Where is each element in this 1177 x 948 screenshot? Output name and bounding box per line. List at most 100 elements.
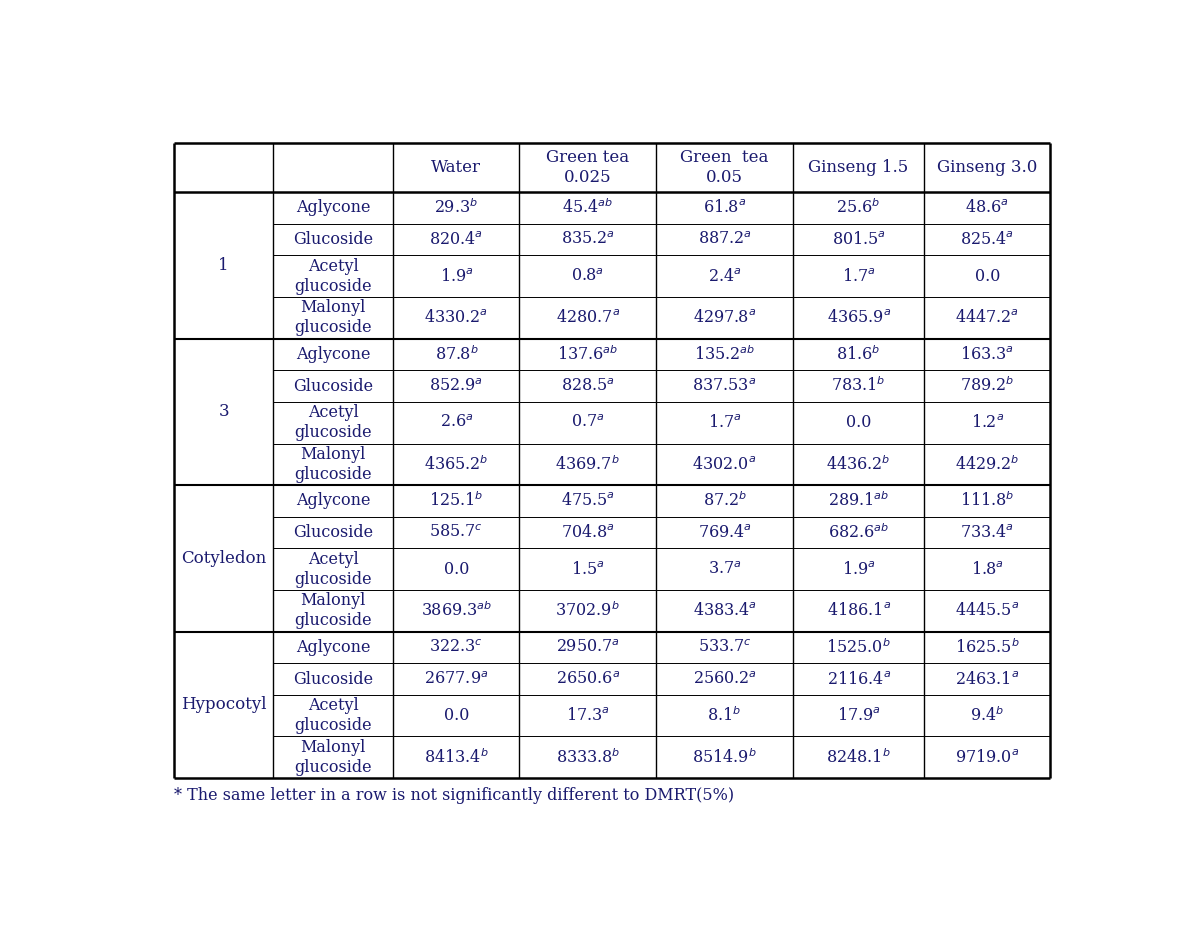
Text: 801.5$^{a}$: 801.5$^{a}$	[832, 231, 885, 248]
Text: 835.2$^{a}$: 835.2$^{a}$	[561, 231, 614, 248]
Text: 783.1$^{b}$: 783.1$^{b}$	[831, 376, 886, 395]
Text: 1.7$^{a}$: 1.7$^{a}$	[707, 414, 742, 431]
Text: Glucoside: Glucoside	[293, 524, 373, 541]
Text: Malonyl
glucoside: Malonyl glucoside	[294, 592, 372, 629]
Text: 137.6$^{ab}$: 137.6$^{ab}$	[557, 345, 618, 364]
Text: Ginseng 3.0: Ginseng 3.0	[937, 159, 1037, 176]
Text: 4429.2$^{b}$: 4429.2$^{b}$	[956, 455, 1019, 474]
Text: 475.5$^{a}$: 475.5$^{a}$	[560, 492, 614, 509]
Text: 704.8$^{a}$: 704.8$^{a}$	[561, 524, 614, 541]
Text: 29.3$^{b}$: 29.3$^{b}$	[434, 198, 478, 217]
Text: Green tea
0.025: Green tea 0.025	[546, 149, 630, 186]
Text: 4330.2$^{a}$: 4330.2$^{a}$	[425, 309, 488, 326]
Text: 163.3$^{a}$: 163.3$^{a}$	[960, 346, 1015, 363]
Text: 2116.4$^{a}$: 2116.4$^{a}$	[826, 670, 891, 687]
Text: 8.1$^{b}$: 8.1$^{b}$	[707, 706, 742, 725]
Text: 3: 3	[219, 403, 230, 420]
Text: 81.6$^{b}$: 81.6$^{b}$	[837, 345, 880, 364]
Text: 8248.1$^{b}$: 8248.1$^{b}$	[826, 748, 891, 767]
Text: 820.4$^{a}$: 820.4$^{a}$	[430, 231, 484, 248]
Text: Glucoside: Glucoside	[293, 377, 373, 394]
Text: 322.3$^{c}$: 322.3$^{c}$	[430, 639, 484, 656]
Text: 1: 1	[219, 257, 230, 274]
Text: 2.4$^{a}$: 2.4$^{a}$	[707, 267, 742, 284]
Text: Malonyl
glucoside: Malonyl glucoside	[294, 446, 372, 483]
Text: Cotyledon: Cotyledon	[181, 550, 266, 567]
Text: 3702.9$^{b}$: 3702.9$^{b}$	[556, 601, 620, 620]
Text: Acetyl
glucoside: Acetyl glucoside	[294, 551, 372, 588]
Text: 87.8$^{b}$: 87.8$^{b}$	[434, 345, 478, 364]
Text: 1.9$^{a}$: 1.9$^{a}$	[842, 560, 876, 577]
Text: 48.6$^{a}$: 48.6$^{a}$	[965, 199, 1009, 216]
Text: 852.9$^{a}$: 852.9$^{a}$	[430, 377, 484, 394]
Text: 533.7$^{c}$: 533.7$^{c}$	[698, 639, 751, 656]
Text: 0.0: 0.0	[444, 560, 470, 577]
Text: 1.2$^{a}$: 1.2$^{a}$	[971, 414, 1004, 431]
Text: 17.9$^{a}$: 17.9$^{a}$	[837, 707, 880, 724]
Text: Glucoside: Glucoside	[293, 670, 373, 687]
Text: 0.0: 0.0	[975, 267, 1000, 284]
Text: 135.2$^{ab}$: 135.2$^{ab}$	[694, 345, 754, 364]
Text: 9.4$^{b}$: 9.4$^{b}$	[970, 706, 1004, 725]
Text: 837.53$^{a}$: 837.53$^{a}$	[692, 377, 757, 394]
Text: 4365.9$^{a}$: 4365.9$^{a}$	[826, 309, 891, 326]
Text: 1.9$^{a}$: 1.9$^{a}$	[439, 267, 473, 284]
Text: 0.8$^{a}$: 0.8$^{a}$	[571, 267, 604, 284]
Text: 1.5$^{a}$: 1.5$^{a}$	[571, 560, 605, 577]
Text: 2463.1$^{a}$: 2463.1$^{a}$	[955, 670, 1019, 687]
Text: 2560.2$^{a}$: 2560.2$^{a}$	[692, 670, 757, 687]
Text: 828.5$^{a}$: 828.5$^{a}$	[560, 377, 614, 394]
Text: 45.4$^{ab}$: 45.4$^{ab}$	[563, 198, 613, 217]
Text: 2650.6$^{a}$: 2650.6$^{a}$	[556, 670, 620, 687]
Text: 2677.9$^{a}$: 2677.9$^{a}$	[424, 670, 488, 687]
Text: Hypocotyl: Hypocotyl	[181, 696, 266, 713]
Text: Aglycone: Aglycone	[295, 346, 371, 363]
Text: 3869.3$^{ab}$: 3869.3$^{ab}$	[420, 601, 492, 620]
Text: 3.7$^{a}$: 3.7$^{a}$	[707, 560, 742, 577]
Text: Acetyl
glucoside: Acetyl glucoside	[294, 258, 372, 295]
Text: 4280.7$^{a}$: 4280.7$^{a}$	[556, 309, 620, 326]
Text: 825.4$^{a}$: 825.4$^{a}$	[960, 231, 1015, 248]
Text: Aglycone: Aglycone	[295, 639, 371, 656]
Text: Green  tea
0.05: Green tea 0.05	[680, 149, 769, 186]
Text: 4302.0$^{a}$: 4302.0$^{a}$	[692, 456, 757, 473]
Text: 789.2$^{b}$: 789.2$^{b}$	[960, 376, 1015, 395]
Text: 733.4$^{a}$: 733.4$^{a}$	[960, 524, 1015, 541]
Text: 4383.4$^{a}$: 4383.4$^{a}$	[692, 602, 757, 619]
Text: Glucoside: Glucoside	[293, 231, 373, 248]
Text: 8413.4$^{b}$: 8413.4$^{b}$	[424, 748, 488, 767]
Text: Malonyl
glucoside: Malonyl glucoside	[294, 738, 372, 775]
Text: 8514.9$^{b}$: 8514.9$^{b}$	[692, 748, 757, 767]
Text: 0.0: 0.0	[846, 414, 871, 431]
Text: 87.2$^{b}$: 87.2$^{b}$	[703, 492, 746, 510]
Text: 1625.5$^{b}$: 1625.5$^{b}$	[955, 638, 1019, 657]
Text: Malonyl
glucoside: Malonyl glucoside	[294, 300, 372, 337]
Text: 887.2$^{a}$: 887.2$^{a}$	[698, 231, 751, 248]
Text: 769.4$^{a}$: 769.4$^{a}$	[698, 524, 752, 541]
Text: 9719.0$^{a}$: 9719.0$^{a}$	[955, 749, 1019, 766]
Text: Acetyl
glucoside: Acetyl glucoside	[294, 405, 372, 441]
Text: 4369.7$^{b}$: 4369.7$^{b}$	[556, 455, 620, 474]
Text: 289.1$^{ab}$: 289.1$^{ab}$	[827, 492, 890, 510]
Text: 1.7$^{a}$: 1.7$^{a}$	[842, 267, 876, 284]
Text: 1.8$^{a}$: 1.8$^{a}$	[971, 560, 1004, 577]
Text: 8333.8$^{b}$: 8333.8$^{b}$	[556, 748, 620, 767]
Text: 125.1$^{b}$: 125.1$^{b}$	[430, 492, 484, 510]
Text: 1525.0$^{b}$: 1525.0$^{b}$	[826, 638, 891, 657]
Text: Aglycone: Aglycone	[295, 199, 371, 216]
Text: 17.3$^{a}$: 17.3$^{a}$	[566, 707, 610, 724]
Text: 4436.2$^{b}$: 4436.2$^{b}$	[826, 455, 891, 474]
Text: * The same letter in a row is not significantly different to DMRT(5%): * The same letter in a row is not signif…	[174, 787, 734, 804]
Text: 111.8$^{b}$: 111.8$^{b}$	[960, 492, 1015, 510]
Text: 0.0: 0.0	[444, 707, 470, 724]
Text: Acetyl
glucoside: Acetyl glucoside	[294, 698, 372, 734]
Text: 4447.2$^{a}$: 4447.2$^{a}$	[956, 309, 1019, 326]
Text: 2950.7$^{a}$: 2950.7$^{a}$	[556, 639, 620, 656]
Text: 2.6$^{a}$: 2.6$^{a}$	[439, 414, 473, 431]
Text: Aglycone: Aglycone	[295, 492, 371, 509]
Text: 25.6$^{b}$: 25.6$^{b}$	[837, 198, 880, 217]
Text: 585.7$^{c}$: 585.7$^{c}$	[430, 524, 484, 541]
Text: 682.6$^{ab}$: 682.6$^{ab}$	[827, 523, 890, 542]
Text: Water: Water	[431, 159, 481, 176]
Text: 4186.1$^{a}$: 4186.1$^{a}$	[826, 602, 891, 619]
